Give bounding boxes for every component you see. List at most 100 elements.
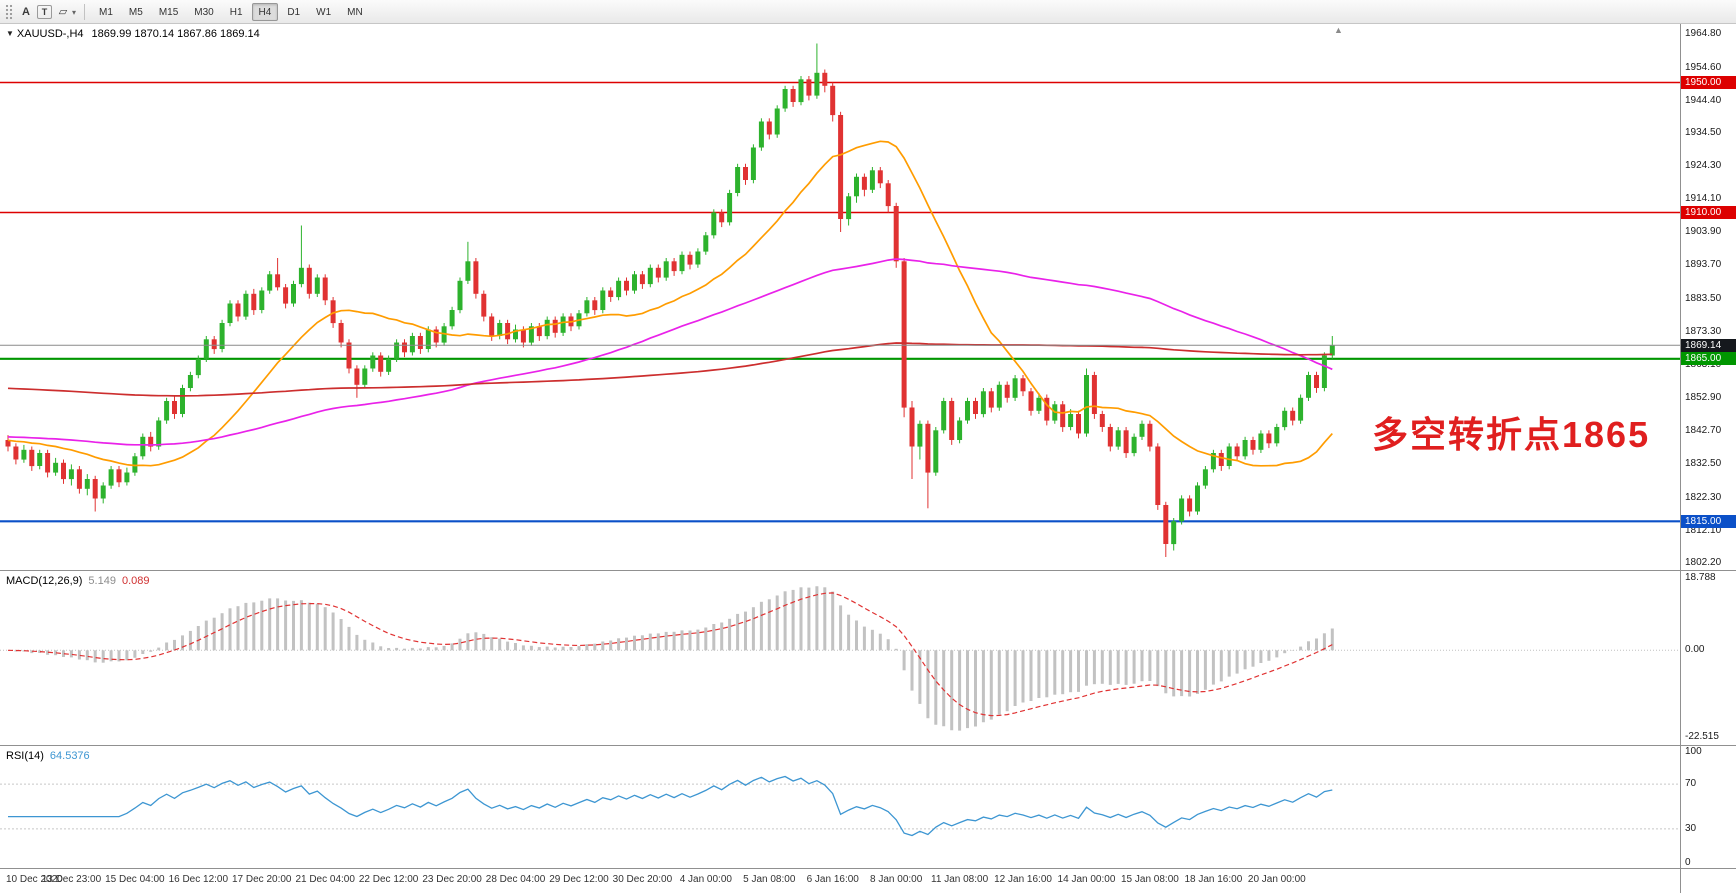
rsi-panel[interactable]: RSI(14) 64.5376 100 70 30 0 [0, 745, 1736, 868]
price-axis-label: 1802.20 [1685, 556, 1722, 568]
price-axis-label: 1842.70 [1685, 425, 1722, 437]
macd-signal-line [7, 592, 1333, 717]
macd-axis[interactable]: 18.788 0.00 -22.515 [1680, 571, 1736, 745]
macd-axis-label: 18.788 [1685, 571, 1716, 583]
toolbar-drag-handle-icon[interactable] [5, 3, 13, 20]
time-axis-label: 20 Jan 00:00 [1247, 874, 1306, 885]
time-axis-label: 12 Jan 16:00 [994, 874, 1052, 885]
rsi-value: 64.5376 [49, 750, 90, 762]
time-axis-label: 5 Jan 08:00 [743, 874, 796, 885]
time-axis-label: 13 Dec 23:00 [41, 874, 102, 885]
symbol-period-label: XAUUSD-,H4 [16, 28, 84, 40]
rsi-axis-label: 0 [1685, 856, 1691, 868]
price-chart-plot[interactable] [0, 24, 1680, 570]
macd-panel[interactable]: MACD(12,26,9) 5.149 0.089 18.788 0.00 -22.51… [0, 570, 1736, 745]
time-axis-label: 30 Dec 20:00 [612, 874, 673, 885]
toolbar-separator [84, 3, 86, 20]
timeframe-m15-button[interactable]: M15 [158, 6, 179, 18]
rsi-line [8, 775, 1333, 837]
price-tag-1950.00: 1950.00 [1681, 76, 1736, 89]
macd-axis-label: -22.515 [1685, 731, 1719, 743]
price-axis-label: 1873.30 [1685, 325, 1722, 337]
rsi-axis-label: 100 [1685, 746, 1702, 757]
time-axis-label: 22 Dec 12:00 [358, 874, 419, 885]
ma-line-200 [7, 342, 1333, 397]
rsi-label-row: RSI(14) 64.5376 [6, 750, 90, 762]
shapes-icon[interactable]: ▱ [58, 6, 68, 18]
time-axis-label: 6 Jan 16:00 [806, 874, 859, 885]
time-axis-label: 15 Jan 08:00 [1120, 874, 1179, 885]
price-axis-label: 1944.40 [1685, 94, 1722, 106]
price-axis-label: 1893.70 [1685, 259, 1722, 271]
price-axis-label: 1822.30 [1685, 491, 1722, 503]
timeframe-w1-button[interactable]: W1 [316, 6, 332, 18]
text-label-icon[interactable]: A [22, 6, 30, 18]
chart-shift-marker-icon[interactable]: ▲ [1334, 25, 1343, 35]
time-axis-label: 11 Jan 08:00 [931, 874, 989, 885]
time-axis-label: 14 Jan 00:00 [1057, 874, 1116, 885]
candles [5, 43, 1335, 557]
toolbar: A T ▱ ▾ M1 M5 M15 M30 H1 H4 D1 W1 MN [0, 0, 1736, 24]
symbol-marker-icon: ▼ [6, 29, 14, 38]
time-axis-label: 28 Dec 04:00 [485, 874, 546, 885]
price-axis-label: 1934.50 [1685, 126, 1722, 138]
timeframe-d1-button[interactable]: D1 [287, 6, 301, 18]
macd-plot[interactable] [0, 571, 1680, 745]
rsi-label: RSI(14) [6, 750, 44, 762]
timeframe-mn-button[interactable]: MN [347, 6, 363, 18]
price-axis-label: 1914.10 [1685, 193, 1722, 205]
macd-axis-label: 0.00 [1685, 644, 1705, 656]
chart-annotation-text[interactable]: 多空转折点1865 [1372, 414, 1651, 455]
rsi-plot[interactable] [0, 746, 1680, 867]
time-axis-label: 15 Dec 04:00 [105, 874, 165, 885]
price-axis-label: 1883.50 [1685, 292, 1722, 304]
time-axis-label: 17 Dec 20:00 [232, 874, 292, 885]
timeframe-buttons-group: M1 M5 M15 M30 H1 H4 D1 W1 MN [91, 2, 371, 22]
rsi-axis[interactable]: 100 70 30 0 [1680, 746, 1736, 868]
time-axis-corner [1680, 869, 1736, 893]
time-axis-label: 8 Jan 00:00 [870, 874, 923, 885]
chart-title: ▼ XAUUSD-,H4 1869.99 1870.14 1867.86 1869.… [6, 28, 260, 40]
time-axis-label: 16 Dec 12:00 [168, 874, 229, 885]
price-axis[interactable]: 1964.80 1954.60 1944.40 1934.50 1924.30 1914.… [1680, 24, 1736, 570]
price-axis-label: 1852.90 [1685, 392, 1722, 404]
ma-line-70 [7, 258, 1333, 446]
time-axis[interactable]: 10 Dec 2020 13 Dec 23:00 15 Dec 04:00 16 De… [0, 868, 1736, 893]
text-box-icon[interactable]: T [37, 5, 52, 19]
time-axis-label: 23 Dec 20:00 [422, 874, 482, 885]
dropdown-caret-icon[interactable]: ▾ [72, 8, 77, 17]
macd-label: MACD(12,26,9) [6, 575, 83, 587]
time-axis-label: 4 Jan 00:00 [679, 874, 732, 885]
horizontal-line-objects[interactable] [0, 81, 1680, 523]
rsi-axis-label: 70 [1685, 778, 1697, 790]
macd-histogram [14, 586, 1334, 731]
price-axis-label: 1954.60 [1685, 61, 1722, 73]
time-axis-label: 10 Dec 2020 [6, 874, 63, 885]
timeframe-m5-button[interactable]: M5 [128, 6, 143, 18]
timeframe-m30-button[interactable]: M30 [194, 6, 214, 18]
price-axis-label: 1903.90 [1685, 226, 1722, 238]
price-tag-1910.00: 1910.00 [1681, 206, 1736, 219]
ohlc-values: 1869.99 1870.14 1867.86 1869.14 [91, 28, 260, 40]
current-price-tag: 1869.14 [1681, 338, 1736, 352]
drawing-tools-group: A T ▱ ▾ [17, 2, 78, 21]
macd-value-signal: 0.089 [121, 575, 150, 587]
price-axis-label: 1964.80 [1685, 28, 1722, 40]
main-chart-panel[interactable]: ▼ XAUUSD-,H4 1869.99 1870.14 1867.86 1869.… [0, 24, 1736, 570]
time-axis-label: 29 Dec 12:00 [549, 874, 609, 885]
price-axis-label: 1832.50 [1685, 458, 1722, 470]
time-axis-label: 21 Dec 04:00 [295, 874, 355, 885]
rsi-axis-label: 30 [1685, 822, 1697, 834]
price-tag-1865.00: 1865.00 [1681, 352, 1736, 366]
price-axis-label: 1924.30 [1685, 160, 1722, 172]
time-axis-label: 18 Jan 16:00 [1184, 874, 1243, 885]
macd-value-main: 5.149 [88, 575, 116, 587]
timeframe-m1-button[interactable]: M1 [99, 6, 113, 18]
timeframe-h1-button[interactable]: H1 [229, 6, 243, 18]
macd-label-row: MACD(12,26,9) 5.149 0.089 [6, 575, 149, 587]
ma-line-20 [7, 140, 1333, 467]
price-tag-1815.00: 1815.00 [1681, 514, 1736, 528]
timeframe-h4-button[interactable]: H4 [251, 3, 279, 22]
price-axis-label: 1812.10 [1685, 524, 1722, 536]
